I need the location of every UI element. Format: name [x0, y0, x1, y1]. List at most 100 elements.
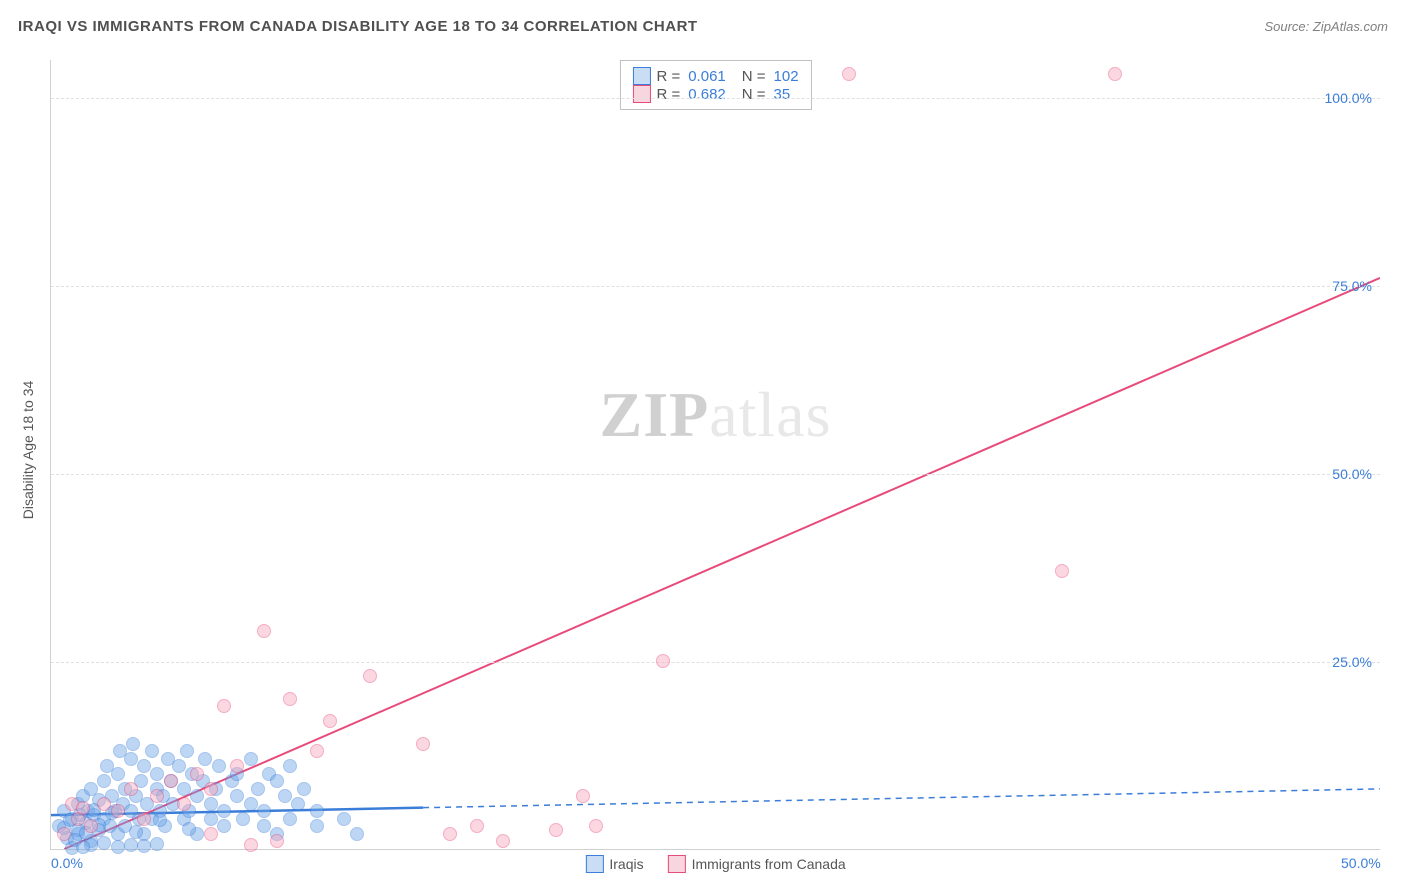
r-label: R = [656, 86, 680, 103]
data-point [350, 827, 364, 841]
chart-title: IRAQI VS IMMIGRANTS FROM CANADA DISABILI… [18, 18, 698, 35]
data-point [257, 819, 271, 833]
n-value: 35 [774, 86, 791, 103]
legend-swatch [668, 855, 686, 873]
data-point [180, 744, 194, 758]
data-point [217, 699, 231, 713]
n-value: 102 [774, 68, 799, 85]
data-point [589, 819, 603, 833]
data-point [111, 804, 125, 818]
data-point [549, 823, 563, 837]
data-point [297, 782, 311, 796]
data-point [164, 774, 178, 788]
data-point [111, 840, 125, 854]
data-point [416, 737, 430, 751]
watermark: ZIPatlas [600, 378, 832, 452]
data-point [177, 782, 191, 796]
data-point [496, 834, 510, 848]
chart-header: IRAQI VS IMMIGRANTS FROM CANADA DISABILI… [18, 18, 1388, 35]
data-point [1108, 67, 1122, 81]
data-point [97, 797, 111, 811]
data-point [97, 774, 111, 788]
y-tick-label: 100.0% [1325, 90, 1372, 106]
legend-item: Iraqis [585, 855, 643, 873]
data-point [217, 819, 231, 833]
data-point [190, 789, 204, 803]
r-value: 0.682 [688, 86, 726, 103]
data-point [137, 759, 151, 773]
data-point [76, 801, 90, 815]
data-point [230, 789, 244, 803]
series-legend: Iraqis Immigrants from Canada [585, 855, 845, 873]
data-point [217, 804, 231, 818]
data-point [153, 813, 167, 827]
data-point [137, 812, 151, 826]
trend-lines-svg [51, 60, 1380, 849]
data-point [244, 838, 258, 852]
data-point [278, 789, 292, 803]
data-point [283, 812, 297, 826]
data-point [124, 838, 138, 852]
data-point [363, 669, 377, 683]
stats-legend-row: R =0.061N =102 [632, 67, 798, 85]
gridline [51, 286, 1380, 287]
watermark-atlas: atlas [709, 379, 831, 450]
data-point [310, 744, 324, 758]
data-point [251, 782, 265, 796]
data-point [291, 797, 305, 811]
source-attribution: Source: ZipAtlas.com [1264, 19, 1388, 34]
legend-swatch [585, 855, 603, 873]
r-value: 0.061 [688, 68, 726, 85]
data-point [182, 822, 196, 836]
data-point [323, 714, 337, 728]
data-point [236, 812, 250, 826]
data-point [337, 812, 351, 826]
legend-label: Iraqis [609, 856, 643, 872]
data-point [84, 819, 98, 833]
data-point [124, 752, 138, 766]
x-tick-label: 0.0% [51, 855, 83, 871]
legend-item: Immigrants from Canada [668, 855, 846, 873]
data-point [172, 759, 186, 773]
data-point [97, 836, 111, 850]
data-point [257, 804, 271, 818]
plot-area: ZIPatlas R =0.061N =102R =0.682N =35 Ira… [50, 60, 1380, 850]
n-label: N = [742, 86, 766, 103]
data-point [1055, 564, 1069, 578]
data-point [283, 692, 297, 706]
data-point [443, 827, 457, 841]
legend-swatch [632, 67, 650, 85]
data-point [204, 782, 218, 796]
gridline [51, 474, 1380, 475]
data-point [270, 774, 284, 788]
y-axis-title: Disability Age 18 to 34 [20, 381, 36, 520]
data-point [145, 744, 159, 758]
data-point [310, 819, 324, 833]
data-point [212, 759, 226, 773]
data-point [310, 804, 324, 818]
data-point [177, 797, 191, 811]
x-tick-label: 50.0% [1341, 855, 1381, 871]
y-tick-label: 25.0% [1332, 654, 1372, 670]
data-point [150, 789, 164, 803]
data-point [57, 827, 71, 841]
y-tick-label: 75.0% [1332, 278, 1372, 294]
data-point [124, 782, 138, 796]
data-point [244, 752, 258, 766]
n-label: N = [742, 68, 766, 85]
trend-line [64, 278, 1380, 849]
data-point [204, 812, 218, 826]
stats-legend-row: R = 0.682 N = 35 [632, 85, 798, 103]
data-point [283, 759, 297, 773]
data-point [470, 819, 484, 833]
data-point [270, 834, 284, 848]
data-point [230, 759, 244, 773]
data-point [129, 825, 143, 839]
legend-label: Immigrants from Canada [692, 856, 846, 872]
data-point [656, 654, 670, 668]
data-point [198, 752, 212, 766]
data-point [111, 767, 125, 781]
data-point [126, 737, 140, 751]
stats-legend: R = 0.061 N = 102R = 0.682 N = 35 [619, 60, 811, 110]
data-point [257, 624, 271, 638]
